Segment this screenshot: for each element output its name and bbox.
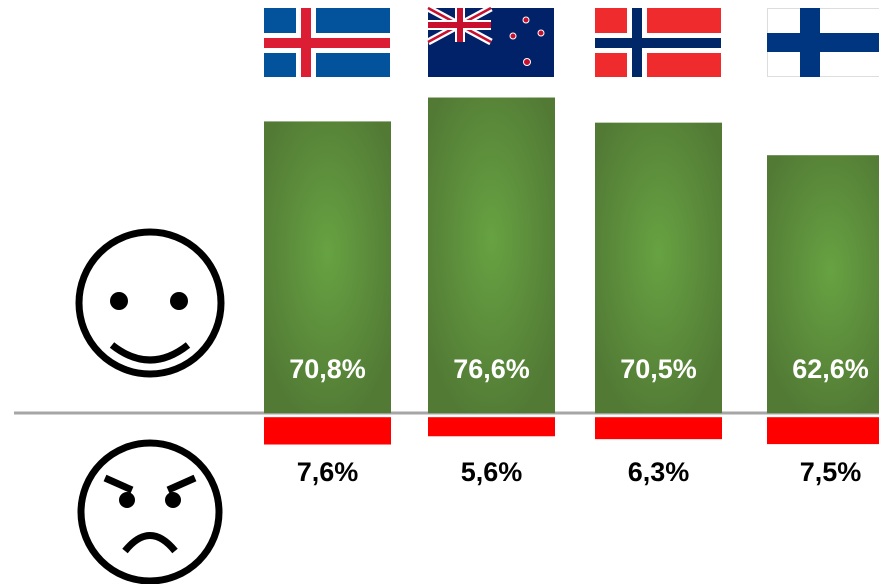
positive-label: 70,8% [289,354,366,384]
flag-iceland [264,8,390,77]
negative-label: 7,6% [297,457,359,487]
negative-label: 7,5% [800,457,862,487]
negative-label: 6,3% [628,457,690,487]
negative-bar [767,417,879,445]
sad-face [77,439,223,584]
negative-bar [595,417,722,440]
positive-bar [264,121,391,414]
positive-bar [428,97,555,414]
flag-finland [767,8,879,77]
flag-new-zealand [426,4,554,77]
negative-bar [264,417,391,445]
positive-bar [767,155,879,414]
happy-face [75,228,225,378]
negative-label: 5,6% [461,457,523,487]
positive-label: 76,6% [453,354,530,384]
positive-label: 70,5% [620,354,697,384]
positive-label: 62,6% [792,354,869,384]
negative-bar [428,417,555,437]
positive-bar [595,122,722,414]
flag-norway [595,8,721,77]
